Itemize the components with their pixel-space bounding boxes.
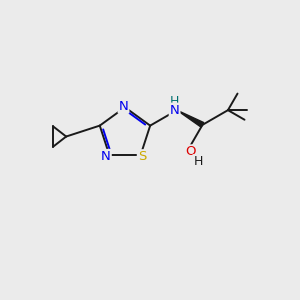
- Text: H: H: [193, 155, 203, 168]
- Text: O: O: [185, 146, 195, 158]
- Text: N: N: [170, 104, 179, 117]
- Text: N: N: [118, 100, 128, 112]
- Text: S: S: [138, 150, 146, 163]
- Text: H: H: [170, 95, 179, 108]
- Polygon shape: [177, 110, 204, 127]
- Text: N: N: [101, 150, 111, 163]
